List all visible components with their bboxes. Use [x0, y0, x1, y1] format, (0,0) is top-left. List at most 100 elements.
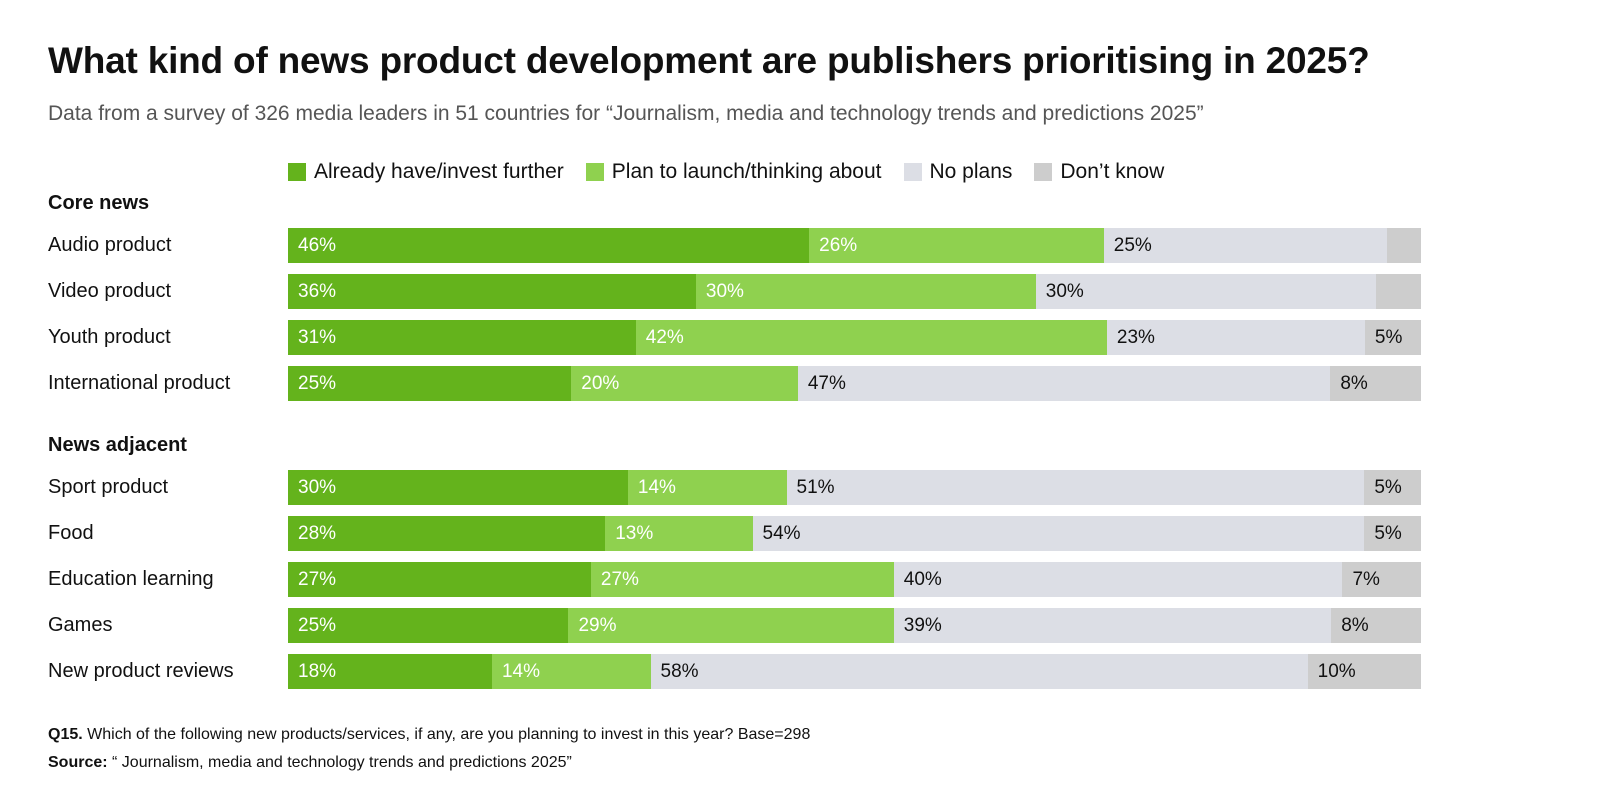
bar-segment: 25%	[1103, 228, 1387, 263]
data-label: 8%	[1341, 615, 1369, 636]
data-label: 46%	[298, 235, 337, 256]
category-label: New product reviews	[48, 660, 234, 682]
bar-segment: 58%	[650, 654, 1308, 689]
data-label: 51%	[796, 477, 835, 498]
bar-segment: 29%	[568, 608, 894, 643]
data-label: 30%	[1045, 281, 1084, 302]
legend-label: Plan to launch/thinking about	[611, 160, 882, 183]
category-label: Sport product	[48, 476, 169, 498]
bar-segment: 28%	[288, 516, 606, 551]
data-label: 23%	[1116, 327, 1155, 348]
data-label: 27%	[298, 569, 337, 590]
stacked-bar: 25% 20% 47% 8%	[288, 366, 1421, 401]
data-label: 25%	[1113, 235, 1152, 256]
chart-subtitle: Data from a survey of 326 media leaders …	[48, 102, 1204, 125]
bar-segment: 13%	[605, 516, 753, 551]
data-label: 29%	[578, 615, 617, 636]
data-label: 36%	[298, 281, 337, 302]
data-label: 20%	[581, 373, 620, 394]
legend-swatch	[585, 163, 604, 181]
stacked-bar: 25% 29% 39% 8%	[288, 608, 1421, 643]
stacked-bar: 27% 27% 40% 7%	[288, 562, 1421, 597]
legend-label: No plans	[929, 160, 1013, 183]
data-label: 42%	[645, 327, 684, 348]
bar-segment: 40%	[893, 562, 1343, 597]
data-label: 28%	[298, 523, 337, 544]
question-text: Which of the following new products/serv…	[82, 726, 811, 743]
stacked-bar: 46% 26% 25%	[288, 228, 1421, 263]
bar-segment: 42%	[635, 320, 1107, 355]
data-label: 27%	[600, 569, 639, 590]
bar-segment: 18%	[288, 654, 492, 689]
bar-segment: 27%	[288, 562, 591, 597]
bar-segment: 5%	[1364, 470, 1421, 505]
category-label: Youth product	[48, 326, 171, 348]
group-heading: Core news	[48, 192, 150, 214]
bar-segment	[1375, 274, 1421, 309]
data-label: 10%	[1317, 661, 1356, 682]
bar-segment: 27%	[590, 562, 894, 597]
data-label: 58%	[660, 661, 699, 682]
bar-segment: 8%	[1331, 608, 1421, 643]
bar-segment: 31%	[288, 320, 636, 355]
data-label: 40%	[903, 569, 942, 590]
data-label: 8%	[1340, 373, 1368, 394]
category-label: Education learning	[48, 568, 214, 590]
category-label: International product	[48, 372, 231, 394]
bar-segment: 14%	[627, 470, 787, 505]
legend-label: Don’t know	[1060, 160, 1165, 183]
data-label: 5%	[1374, 327, 1403, 348]
question-label: Q15.	[48, 726, 83, 743]
data-label: 14%	[501, 661, 540, 682]
bar-segment: 30%	[695, 274, 1036, 309]
legend: Already have/invest further Plan to launc…	[288, 160, 1164, 184]
data-label: 54%	[762, 523, 801, 544]
data-label: 30%	[705, 281, 744, 302]
bar-segment: 54%	[752, 516, 1365, 551]
stacked-bar: 30% 14% 51% 5%	[288, 470, 1421, 505]
stacked-bar: 31% 42% 23% 5%	[288, 320, 1421, 355]
bar-segment: 7%	[1342, 562, 1421, 597]
bar-segment: 30%	[288, 470, 628, 505]
bar-segment: 36%	[288, 274, 696, 309]
chart-title: What kind of news product development ar…	[48, 40, 1370, 81]
legend-item: Plan to launch/thinking about	[585, 160, 882, 184]
data-label: 25%	[298, 373, 337, 394]
legend-swatch	[288, 163, 306, 181]
bar-segment: 5%	[1364, 516, 1421, 551]
bar-segment: 46%	[288, 228, 810, 263]
data-label: 39%	[903, 615, 942, 636]
data-label: 26%	[819, 235, 858, 256]
category-label: Video product	[48, 280, 172, 302]
footnote-question: Q15. Which of the following new products…	[48, 726, 810, 744]
bar-segment: 5%	[1364, 320, 1421, 355]
data-label: 5%	[1374, 477, 1402, 498]
bar-segment: 14%	[491, 654, 651, 689]
bar-segment: 10%	[1307, 654, 1421, 689]
data-label: 31%	[298, 327, 337, 348]
data-label: 30%	[298, 477, 337, 498]
stacked-bar: 18% 14% 58% 10%	[288, 654, 1421, 689]
bar-segment: 25%	[288, 608, 569, 643]
data-label: 5%	[1374, 523, 1402, 544]
stacked-bar: 28% 13% 54% 5%	[288, 516, 1421, 551]
data-label: 13%	[615, 523, 654, 544]
bar-segment: 8%	[1330, 366, 1421, 401]
data-label: 14%	[637, 477, 676, 498]
group-heading: News adjacent	[48, 434, 187, 456]
legend-swatch	[903, 163, 922, 181]
legend-item: Don’t know	[1034, 160, 1164, 184]
data-label: 25%	[298, 615, 337, 636]
bar-segment: 26%	[809, 228, 1104, 263]
data-label: 18%	[298, 661, 337, 682]
bar-segment: 25%	[288, 366, 572, 401]
source-label: Source:	[48, 754, 108, 771]
legend-swatch	[1034, 163, 1053, 181]
category-label: Food	[48, 522, 94, 544]
legend-label: Already have/invest further	[314, 160, 564, 183]
bar-segment: 51%	[786, 470, 1365, 505]
category-label: Games	[48, 614, 113, 636]
bar-segment: 30%	[1035, 274, 1376, 309]
bar-segment: 39%	[893, 608, 1332, 643]
bar-segment: 47%	[797, 366, 1331, 401]
